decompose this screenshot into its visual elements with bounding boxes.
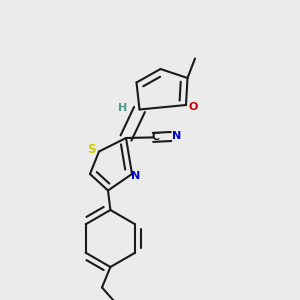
Text: C: C — [151, 131, 159, 142]
Text: O: O — [189, 101, 198, 112]
Text: H: H — [118, 103, 127, 113]
Text: S: S — [87, 142, 96, 156]
Text: N: N — [172, 130, 181, 141]
Text: N: N — [131, 171, 140, 182]
